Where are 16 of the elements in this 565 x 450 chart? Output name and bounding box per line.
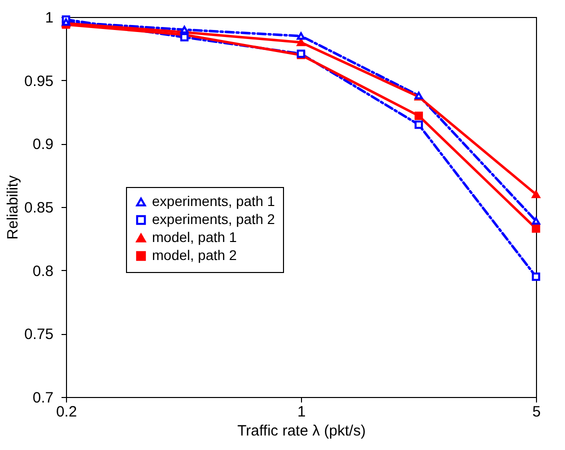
x-tick-label: 0.2	[56, 404, 77, 420]
y-tick-label: 0.8	[32, 262, 54, 280]
y-tick-label: 0.75	[24, 326, 54, 344]
legend-label: experiments, path 1	[152, 193, 276, 209]
y-axis-title: Reliability	[4, 174, 22, 240]
x-axis-title: Traffic rate λ (pkt/s)	[237, 422, 366, 440]
x-tick-label: 1	[297, 404, 306, 420]
legend-label: model, path 1	[152, 229, 238, 245]
y-tick-label: 0.95	[24, 72, 54, 90]
legend-label: model, path 2	[152, 247, 238, 263]
x-tick-label: 5	[532, 404, 541, 420]
y-tick-label: 0.85	[24, 200, 54, 216]
y-tick-label: 1	[45, 10, 54, 26]
y-tick-label: 0.9	[32, 136, 54, 154]
y-tick-label: 0.7	[32, 390, 54, 406]
legend-label: experiments, path 2	[152, 211, 276, 227]
